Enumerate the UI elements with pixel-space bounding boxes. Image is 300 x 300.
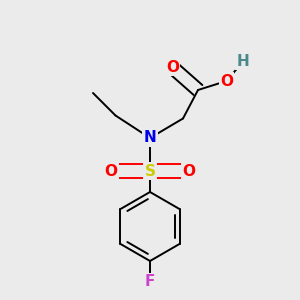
Text: S: S <box>145 164 155 178</box>
Text: N: N <box>144 130 156 146</box>
Text: O: O <box>104 164 118 178</box>
Text: H: H <box>237 54 249 69</box>
Text: O: O <box>220 74 233 88</box>
Text: O: O <box>182 164 196 178</box>
Text: F: F <box>145 274 155 290</box>
Text: O: O <box>166 60 179 75</box>
